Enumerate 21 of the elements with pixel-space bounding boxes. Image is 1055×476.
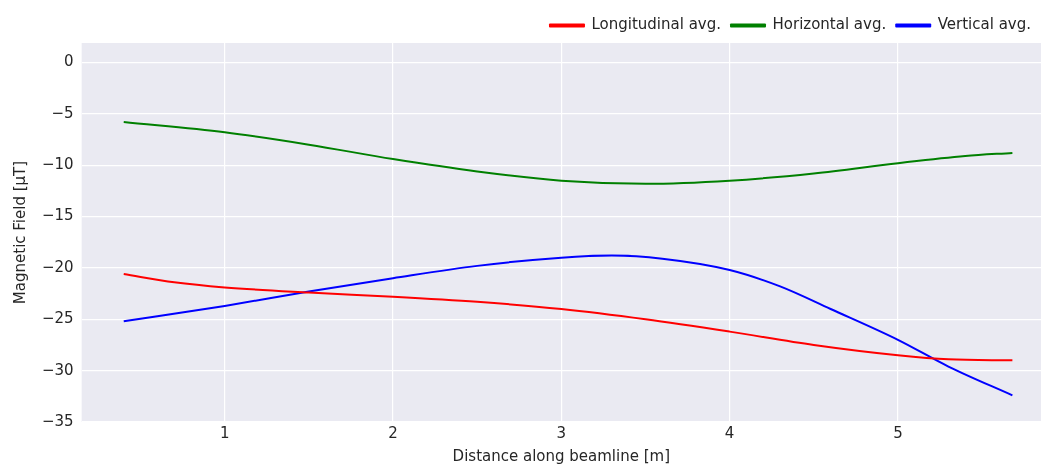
y-tick-label: −10 xyxy=(42,155,74,174)
line-series xyxy=(122,273,1014,362)
y-tick-label: −30 xyxy=(42,360,74,379)
x-tick-label: 3 xyxy=(556,423,567,442)
legend-label: Longitudinal avg. xyxy=(591,15,722,34)
x-tick-label: 4 xyxy=(724,423,735,442)
x-tick-label: 2 xyxy=(388,423,398,442)
legend-label: Vertical avg. xyxy=(937,15,1032,34)
x-tick-label: 5 xyxy=(893,423,903,442)
y-tick-label: −25 xyxy=(42,309,74,328)
y-tick-label: −20 xyxy=(42,257,74,276)
line-series xyxy=(122,254,1014,397)
legend-label: Horizontal avg. xyxy=(772,15,887,34)
x-axis-title: Distance along beamline [m] xyxy=(452,446,671,465)
y-tick-label: −35 xyxy=(42,411,74,430)
x-tick-label: 1 xyxy=(219,423,230,442)
y-tick-label: −5 xyxy=(51,103,74,122)
y-tick-label: −15 xyxy=(42,206,74,225)
y-axis-title: Magnetic Field [µT] xyxy=(10,160,29,305)
line-series xyxy=(122,121,1014,185)
y-tick-label: 0 xyxy=(64,52,74,71)
